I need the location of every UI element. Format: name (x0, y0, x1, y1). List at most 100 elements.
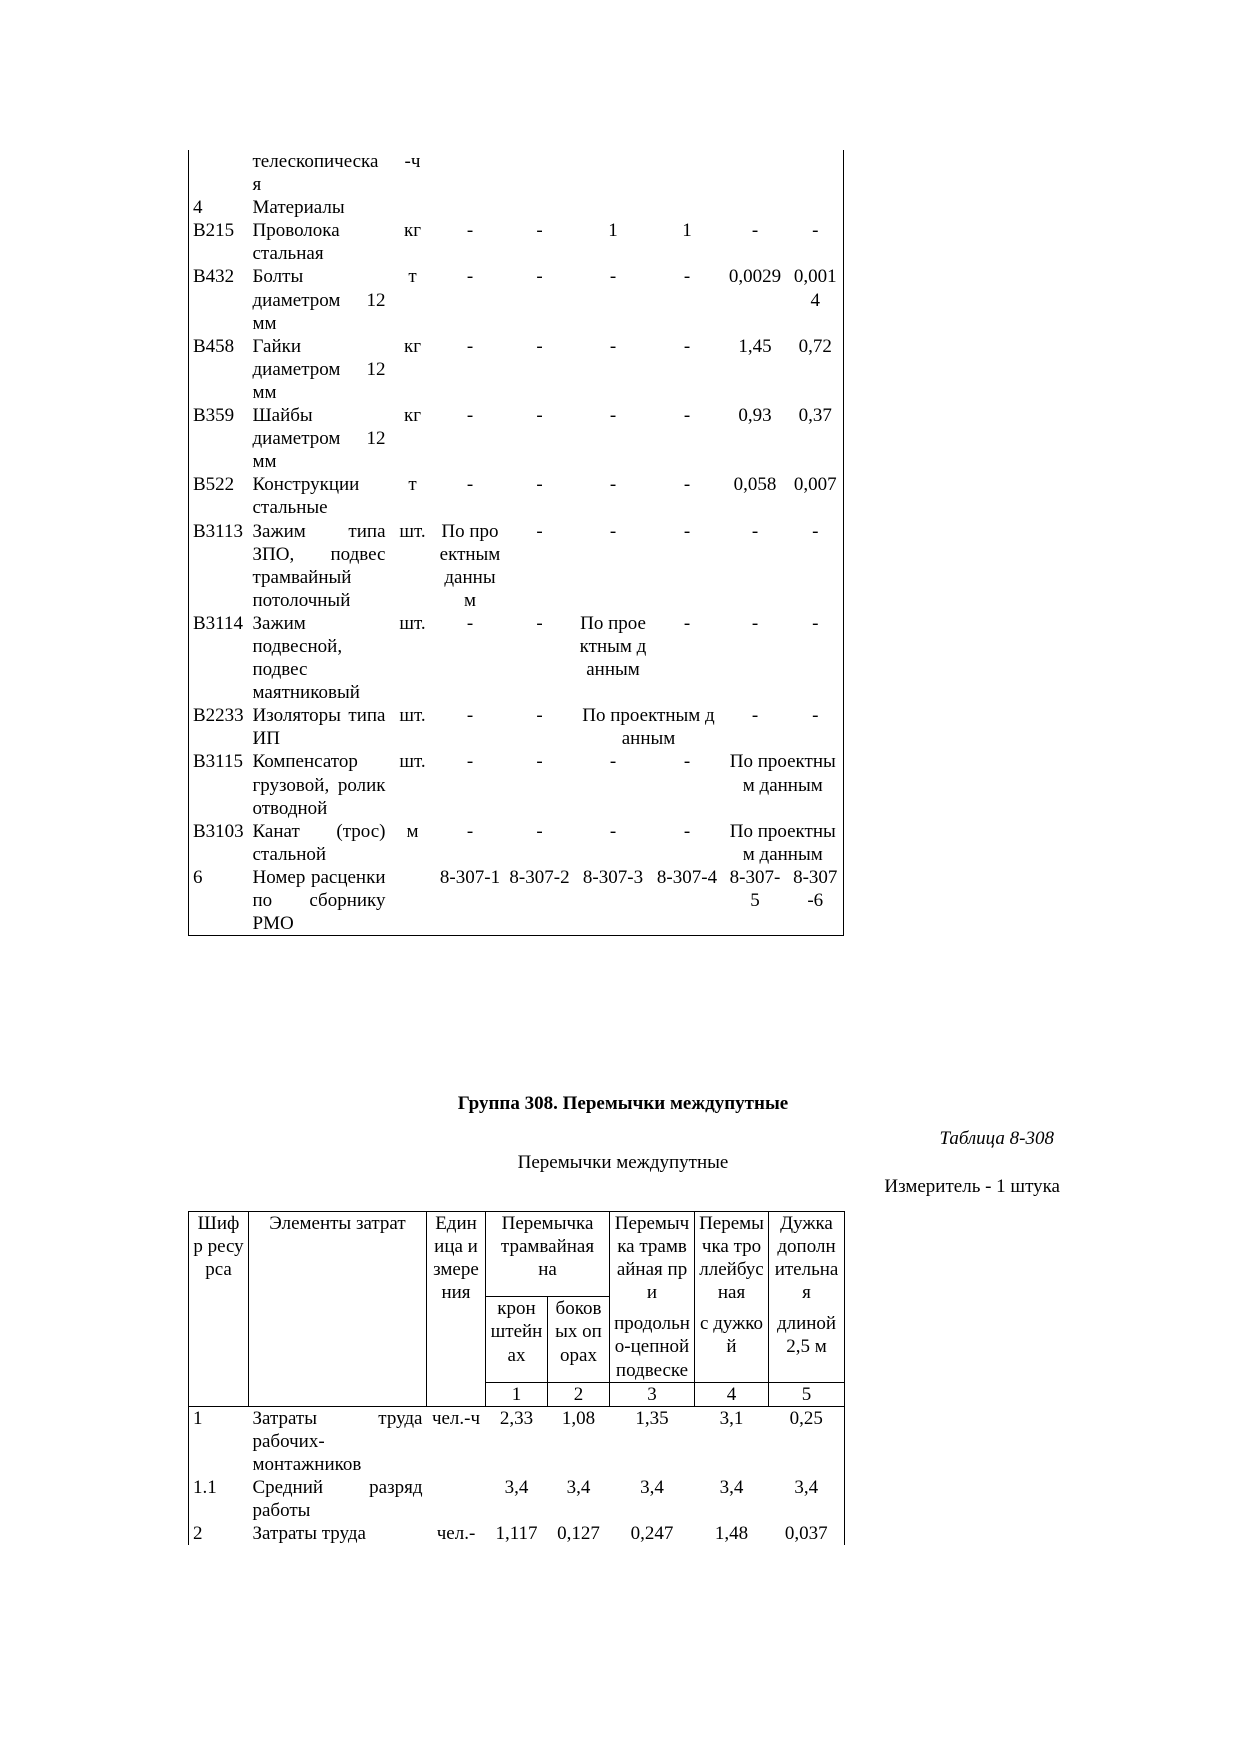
table-cell: Канат (трос) стальной (252, 820, 386, 865)
table-cell: кг (403, 405, 422, 427)
table-cell: В458 (193, 335, 235, 357)
table-cell: В522 (193, 474, 235, 496)
table-row: В359 Шайбы диаметром 12 мм кг - - - - 0,93 0,37 (189, 404, 844, 473)
table-cell: - (751, 220, 759, 242)
table-cell (788, 150, 844, 196)
table-cell (723, 150, 788, 196)
table-cell: - (609, 335, 617, 357)
table-cell: 2 (193, 1523, 203, 1545)
table-cell: - (536, 335, 543, 357)
table-cell: 2 (546, 1381, 611, 1407)
table-cell: Элементы затрат (248, 1211, 427, 1407)
table-cell: Затраты труда рабочих-монтажников (252, 1407, 423, 1475)
table-cell: - (466, 705, 474, 727)
table-row: В458 Гайки диаметром 12 мм кг - - - - 1,45 0,72 (189, 335, 844, 404)
table-cell (505, 196, 575, 219)
table-cell: кг (403, 335, 422, 357)
table-cell: боковых опорах (546, 1296, 611, 1383)
table-cell: По проектным данным (729, 820, 836, 865)
table-row: телескопическая -ч (189, 150, 844, 196)
table-cell: -ч (404, 151, 421, 172)
table-cell: 1,117 (495, 1523, 538, 1545)
table-cell: - (609, 474, 617, 496)
table-cell: 1,48 (714, 1523, 749, 1545)
table-cell: Перемычка троллейбусная с дужкой (694, 1211, 770, 1383)
table-cell: 8-307-5 (729, 866, 781, 911)
table-cell: 5 (768, 1381, 846, 1407)
table-cell: Конструкции стальные (252, 474, 360, 519)
table-cell: - (683, 474, 691, 496)
table-cell (189, 150, 249, 196)
table-cell: 0,0014 (793, 266, 837, 311)
cost-table: Шифр ресурса Элементы затрат Единица изм… (188, 1210, 846, 1546)
table-cell: - (536, 612, 543, 634)
table-cell: Перемычка трамвайная на (484, 1210, 611, 1298)
table-cell (575, 196, 652, 219)
table-cell: - (466, 612, 474, 634)
table-row: 1 Затраты труда рабочих-монтажников чел.-ч… (189, 1406, 845, 1476)
table-cell: 1.1 (193, 1477, 217, 1499)
table-cell: Материалы (252, 197, 345, 219)
table-cell: шт. (399, 520, 426, 542)
table-cell: - (466, 266, 474, 288)
table-cell: - (466, 220, 474, 242)
table-cell: - (536, 751, 543, 773)
table-cell: - (683, 612, 691, 634)
table-cell (390, 196, 436, 219)
table-cell: 3,4 (566, 1477, 591, 1499)
table-cell: - (609, 266, 617, 288)
table-cell (575, 150, 652, 196)
table-row: В2233 Изоляторы типа ИП шт. - - По проектным … (189, 704, 844, 750)
table-cell: Средний разряд работы (252, 1477, 423, 1522)
table-cell: 1,45 (738, 335, 772, 357)
table-cell: Номер расценки по сборнику РМО (252, 866, 386, 935)
table-cell: Шайбы диаметром 12 мм (252, 405, 386, 473)
table-cell (505, 150, 575, 196)
table-row: 6 Номер расценки по сборнику РМО 8-307-1 8… (189, 866, 844, 936)
table-cell: 4 (193, 197, 203, 219)
table-caption: Перемычки междупутные (517, 1152, 729, 1173)
table-row: В3103 Канат (трос) стальной м - - - - По проект… (189, 820, 844, 866)
table-row: В215 Проволока стальная кг - - 1 1 - - (189, 219, 844, 265)
table-cell (788, 196, 844, 219)
table-cell: 0,25 (789, 1407, 823, 1429)
table-cell: чел.-ч (431, 1407, 481, 1429)
table-cell: - (683, 405, 691, 427)
table-cell: В3114 (193, 612, 243, 634)
table-cell: В2233 (193, 705, 244, 727)
table-cell: Проволока стальная (252, 220, 340, 265)
table-cell (652, 150, 723, 196)
table-cell: т (408, 266, 417, 288)
measure-unit: Измеритель - 1 штука (884, 1176, 1060, 1197)
table-cell: - (466, 405, 474, 427)
table-cell (652, 196, 723, 219)
table-cell: 0,247 (630, 1523, 674, 1545)
table-cell: Затраты труда (252, 1523, 366, 1545)
table-cell: 0,037 (784, 1523, 828, 1545)
table-cell: телескопическая (252, 151, 379, 196)
table-cell: - (609, 751, 617, 773)
table-cell: По проектным данным (439, 520, 501, 611)
table-cell: - (536, 266, 543, 288)
table-cell: 1 (682, 220, 692, 242)
table-row: В3113 Зажим типа ЗПО, подвес трамвайный п… (189, 520, 844, 612)
table-cell: - (536, 474, 543, 496)
table-cell: - (466, 474, 474, 496)
table-cell: 3,4 (504, 1477, 529, 1499)
table-cell: с дужкой (700, 1313, 764, 1358)
table-cell: 0,93 (738, 405, 772, 427)
table-cell: - (683, 520, 691, 542)
table-cell: 1 (485, 1381, 548, 1407)
table-cell (390, 866, 436, 936)
table-cell: 3,1 (719, 1407, 744, 1429)
table-row: В3114 Зажим подвесной, подвес маятниковый… (189, 612, 844, 704)
table-cell: м (406, 820, 419, 842)
table-cell: продольно-цепной подвеске (614, 1313, 690, 1381)
table-cell: шт. (399, 612, 426, 634)
table-cell: 3,4 (794, 1477, 819, 1499)
table-cell: - (812, 705, 819, 727)
table-cell (436, 196, 505, 219)
